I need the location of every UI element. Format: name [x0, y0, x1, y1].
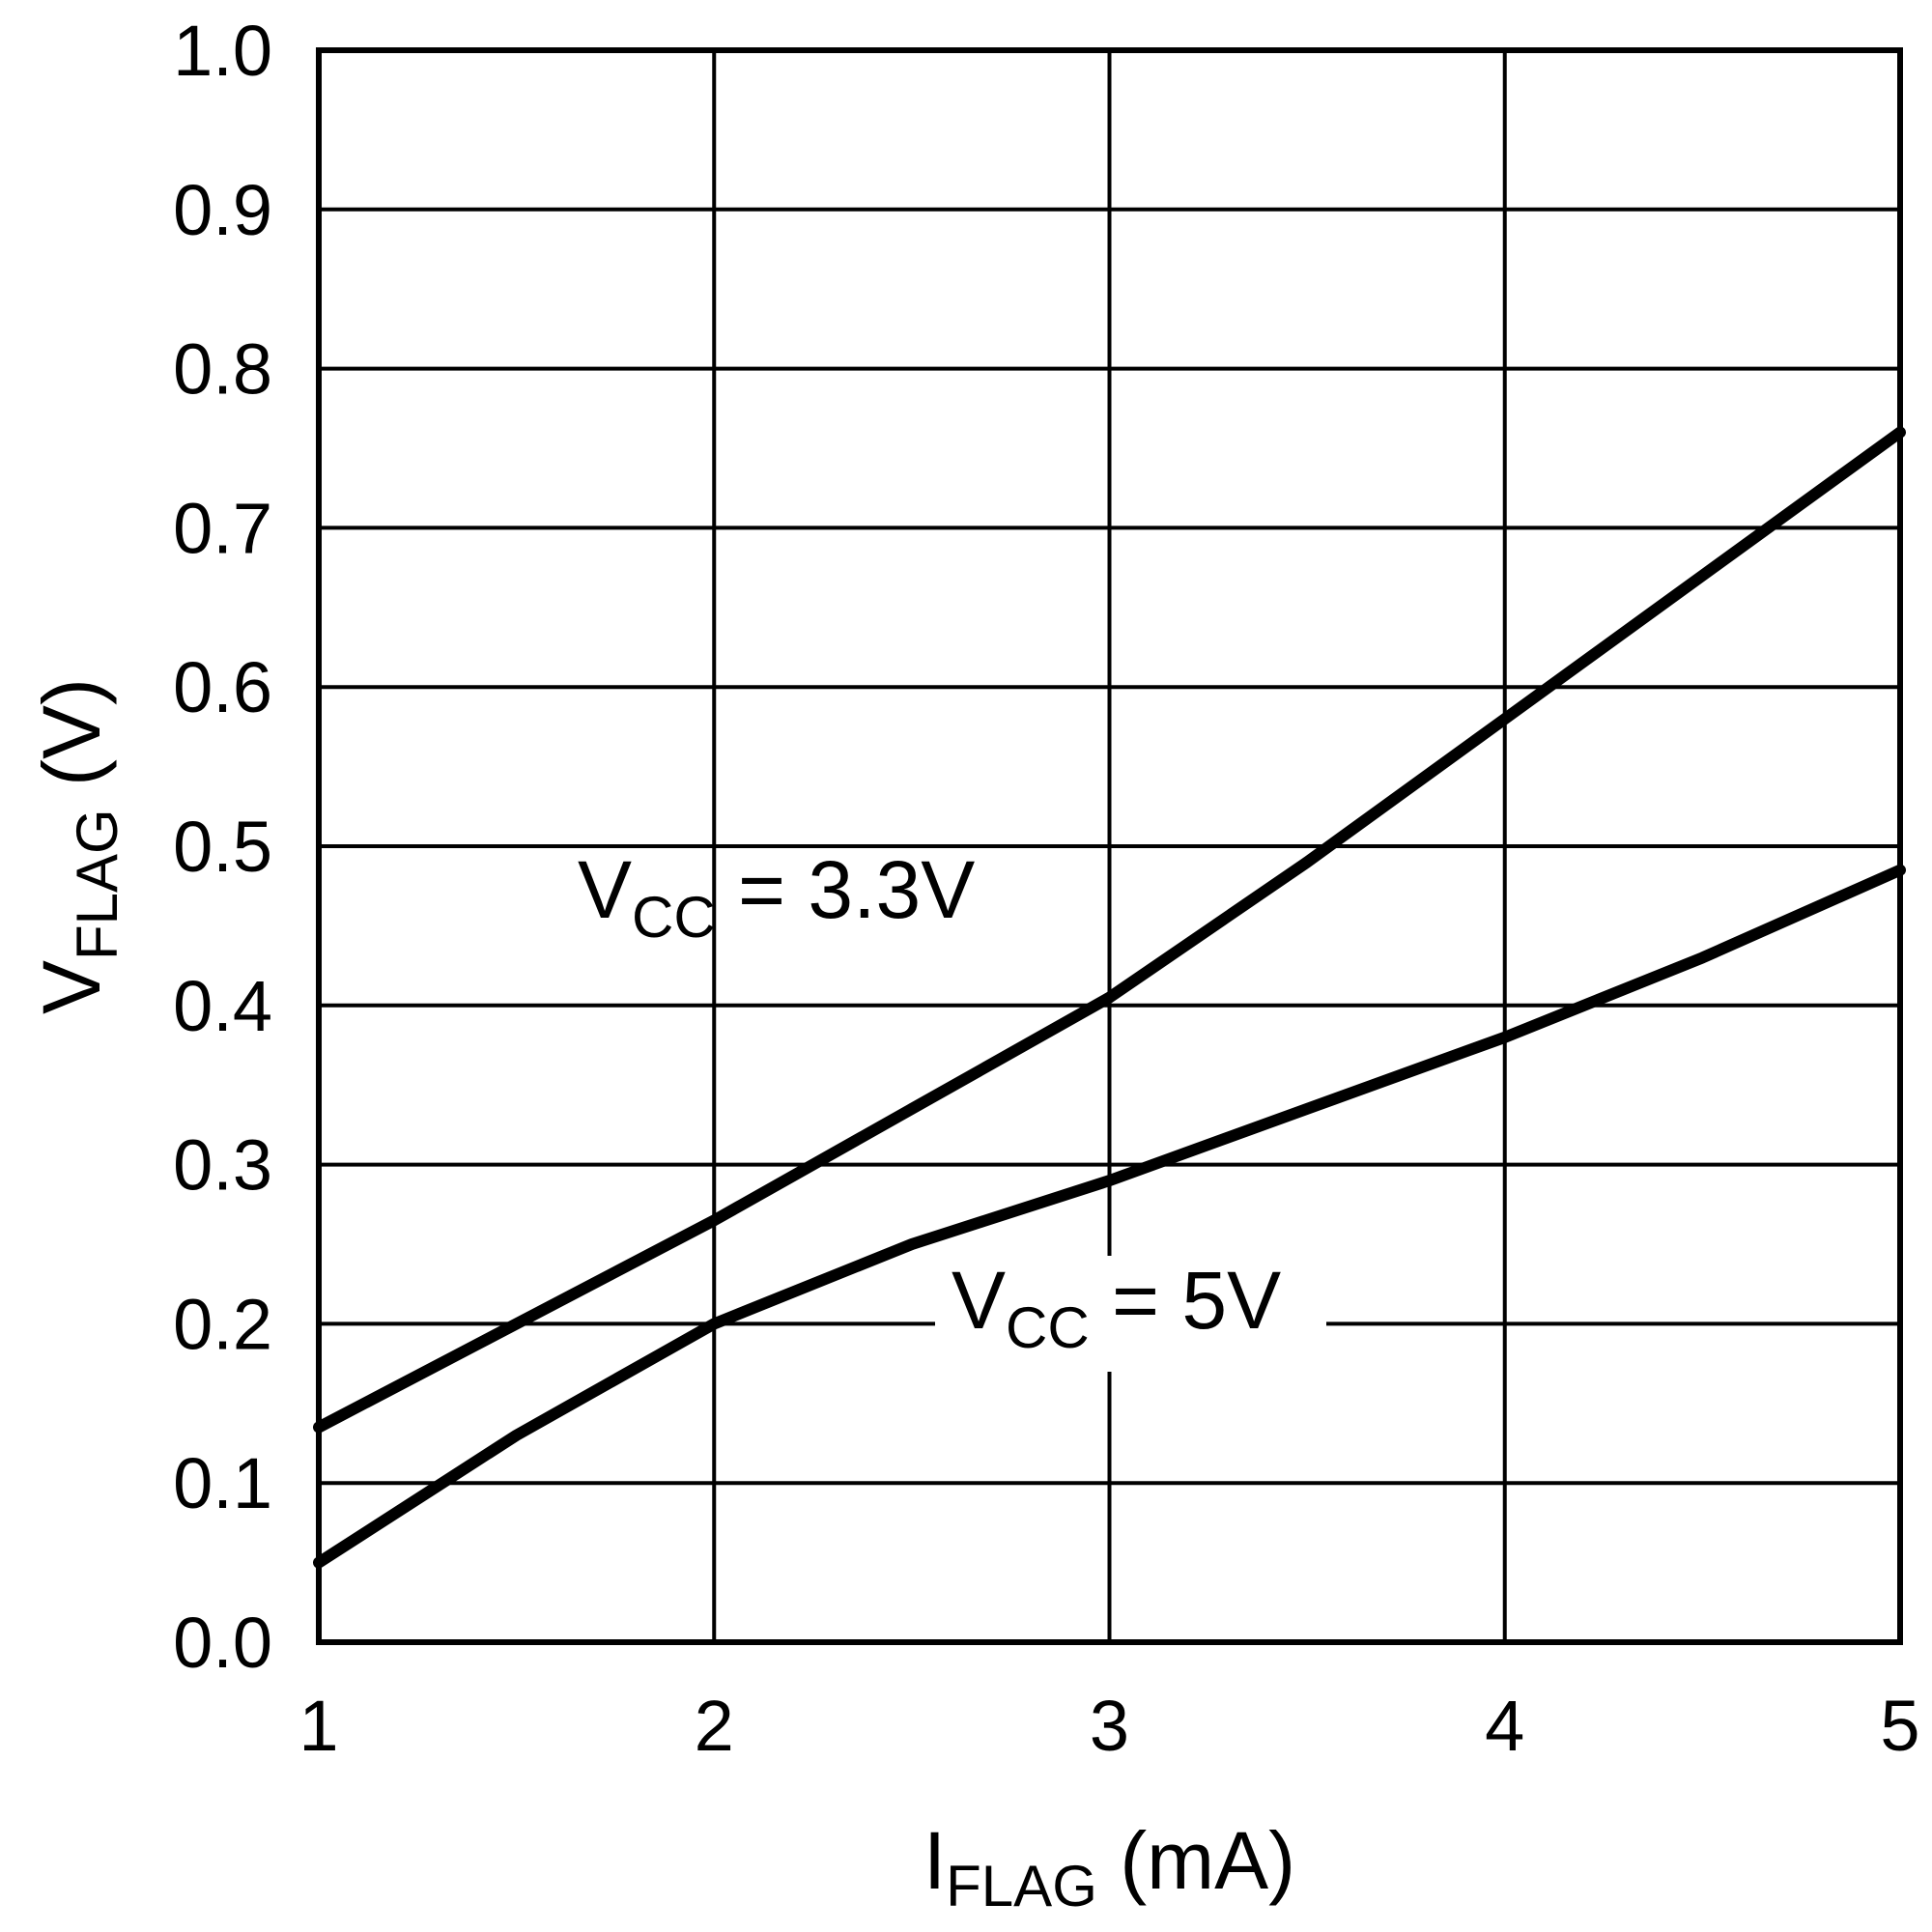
x-axis-title: IFLAG (mA)	[923, 1815, 1295, 1918]
y-tick-label: 0.6	[173, 647, 272, 727]
series-annotation-0: VCC = 3.3V	[578, 844, 975, 950]
y-tick-label: 0.0	[173, 1603, 272, 1683]
series-lines	[313, 426, 1906, 1569]
x-tick-label: 4	[1485, 1686, 1524, 1766]
y-tick-labels: 0.0 0.1 0.2 0.3 0.4 0.5 0.6 0.7 0.8 0.9 1.0	[173, 11, 272, 1683]
x-tick-label: 2	[695, 1686, 734, 1766]
series-annotations: VCC = 3.3V VCC = 5V	[578, 844, 1326, 1372]
y-tick-label: 0.9	[173, 170, 272, 250]
y-tick-label: 0.2	[173, 1284, 272, 1364]
plot-frame	[316, 47, 1903, 1645]
series-annotation-1: VCC = 5V	[952, 1255, 1281, 1360]
y-axis-title-unit: (V)	[26, 678, 117, 809]
annotation-background	[935, 1256, 1326, 1372]
y-tick-label: 0.4	[173, 966, 272, 1046]
y-tick-label: 0.3	[173, 1125, 272, 1206]
x-axis-title-unit: (mA)	[1097, 1815, 1295, 1906]
y-tick-label: 0.7	[173, 488, 272, 568]
y-axis-title: VFLAG (V)	[26, 678, 129, 1014]
x-tick-label: 1	[298, 1686, 338, 1766]
series-line-0	[313, 426, 1906, 1434]
x-tick-label: 5	[1880, 1686, 1919, 1766]
series-line-1	[313, 864, 1906, 1569]
y-tick-label: 0.1	[173, 1443, 272, 1523]
y-tick-label: 0.5	[173, 807, 272, 887]
x-axis-title-main: I	[923, 1815, 946, 1906]
y-tick-label: 0.8	[173, 329, 272, 410]
y-tick-label: 1.0	[173, 11, 272, 91]
y-axis-title-sub: FLAG	[65, 809, 129, 960]
x-tick-label: 3	[1090, 1686, 1129, 1766]
y-axis-title-main: V	[26, 960, 117, 1014]
x-axis-title-sub: FLAG	[946, 1854, 1097, 1918]
x-tick-labels: 1 2 3 4 5	[298, 1686, 1919, 1766]
